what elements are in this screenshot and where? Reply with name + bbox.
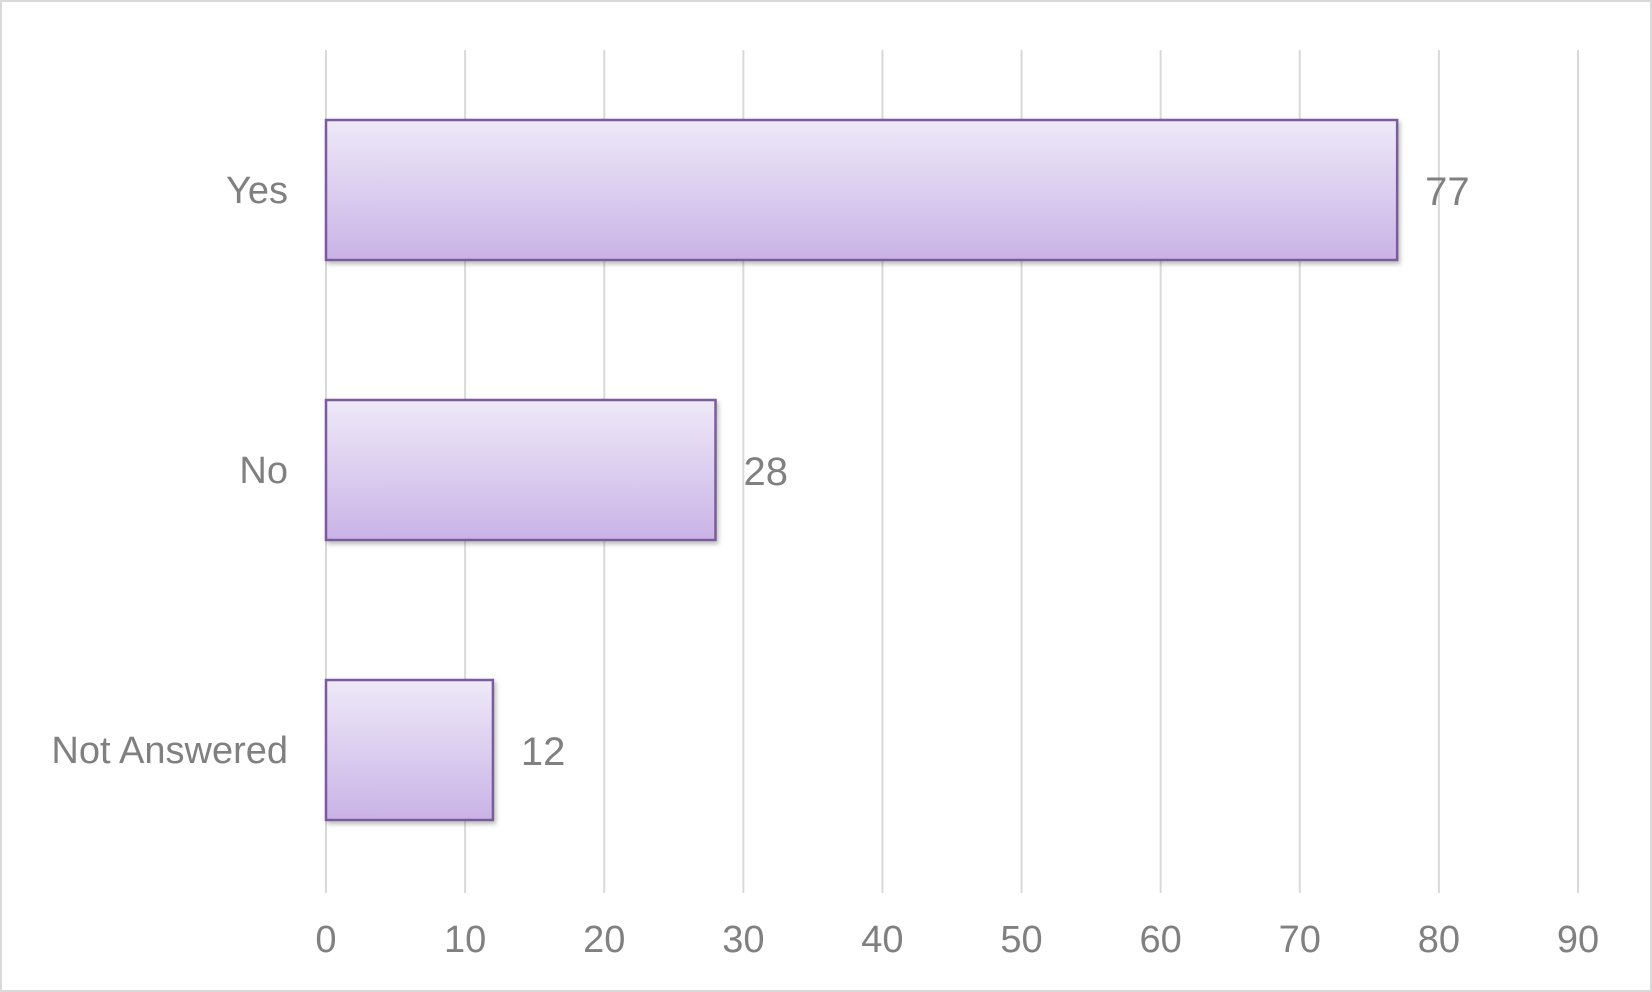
x-tick-label: 60: [1140, 919, 1182, 961]
x-tick-label: 10: [444, 919, 486, 961]
category-label: Not Answered: [51, 730, 288, 772]
data-label: 77: [1425, 170, 1470, 214]
data-label: 28: [744, 450, 789, 494]
x-tick-label: 0: [315, 919, 336, 961]
x-tick-label: 50: [1000, 919, 1042, 961]
x-tick-label: 20: [583, 919, 625, 961]
x-tick-label: 70: [1279, 919, 1321, 961]
labels: 0 10 20 30 40 50 60 70 80 90 Yes 77 No 28 Not Answered…: [51, 170, 1599, 961]
x-tick-label: 30: [722, 919, 764, 961]
bar-yes: [324, 118, 1399, 262]
x-tick-label: 80: [1418, 919, 1460, 961]
bar-no: [324, 398, 717, 542]
bar-not-answered: [324, 678, 495, 822]
category-label: Yes: [226, 170, 288, 212]
x-tick-label: 40: [861, 919, 903, 961]
bars: [324, 118, 1399, 822]
x-tick-label: 90: [1557, 919, 1599, 961]
data-label: 12: [521, 730, 566, 774]
category-label: No: [239, 450, 288, 492]
